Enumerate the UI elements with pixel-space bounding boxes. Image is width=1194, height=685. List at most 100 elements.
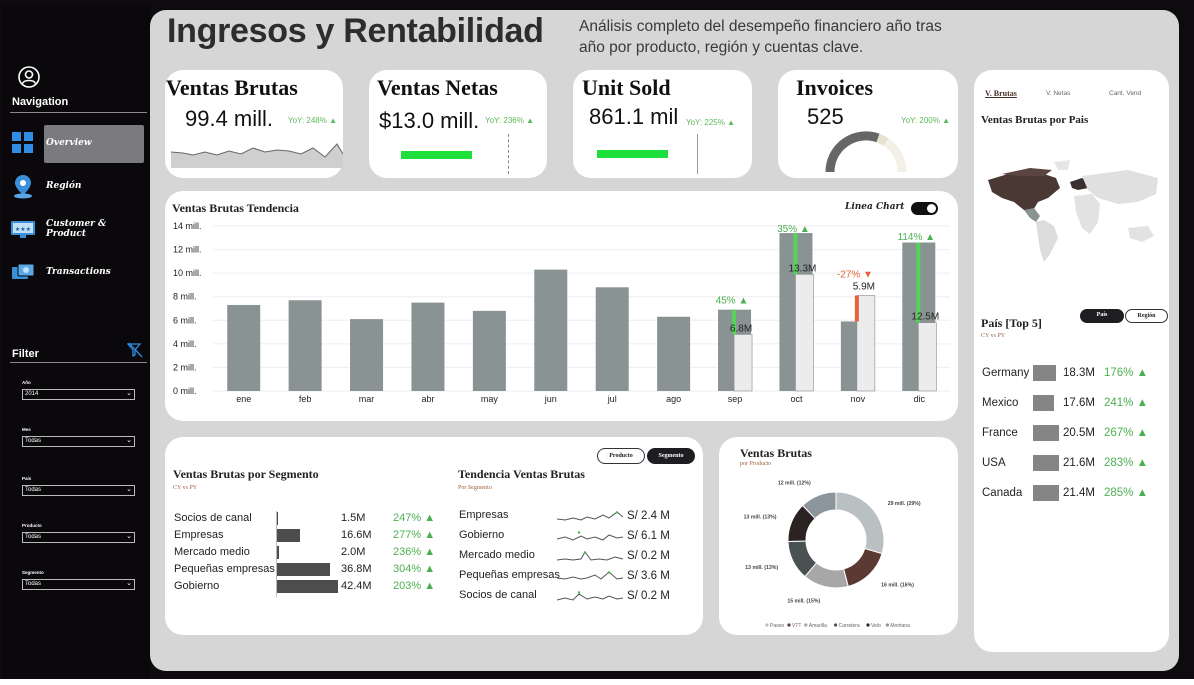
- map-land: [988, 160, 1158, 262]
- seg-trend-value: S/ 3.6 M: [627, 570, 670, 582]
- filter-select-month[interactable]: Todas ⌄: [22, 436, 135, 447]
- bar-py[interactable]: [917, 322, 937, 392]
- bar-py[interactable]: [733, 334, 753, 392]
- legend-label: Velo: [871, 623, 881, 629]
- sparkline: [557, 531, 624, 541]
- sparkline: [557, 571, 624, 580]
- filter-select-country[interactable]: Todas ⌄: [22, 485, 135, 496]
- filter-select-segment[interactable]: Todas ⌄: [22, 579, 135, 590]
- filter-title: Filter: [12, 348, 39, 360]
- segment-name: Socios de canal: [174, 512, 252, 524]
- main-canvas: Ingresos y Rentabilidad Análisis complet…: [150, 10, 1179, 671]
- user-avatar-icon[interactable]: [18, 66, 40, 88]
- nav-item-region[interactable]: Región: [8, 168, 144, 204]
- kpi-title: Ventas Brutas: [166, 75, 298, 100]
- yoy-label: 45% ▲: [716, 296, 749, 307]
- country-name: France: [982, 427, 1018, 439]
- clear-filter-icon[interactable]: [127, 342, 143, 358]
- divider: [10, 362, 147, 363]
- bar-py[interactable]: [795, 274, 814, 392]
- tab-v-brutas[interactable]: V. Brutas: [985, 89, 1017, 98]
- kpi-card-invoices[interactable]: Invoices 525 YoY: 200% ▲: [778, 70, 958, 178]
- toggle-region[interactable]: Región: [1125, 309, 1168, 323]
- segment-value: 2.0M: [341, 546, 366, 558]
- bar-cy[interactable]: [411, 302, 445, 391]
- segment-yoy: 203% ▲: [393, 580, 436, 592]
- y-tick-label: 2 mill.: [173, 362, 197, 372]
- bar-cy[interactable]: [227, 304, 261, 391]
- nav-item-transactions[interactable]: Transactions: [8, 254, 144, 290]
- country-name: USA: [982, 457, 1006, 469]
- nav-item-customer-product[interactable]: ★★★ Customer & Product: [8, 211, 144, 247]
- sidebar: Navigation Overview Región ★★★ Customer …: [2, 4, 150, 680]
- axis-line: [276, 511, 277, 597]
- bar-py[interactable]: [856, 295, 876, 392]
- x-tick-label: feb: [299, 394, 312, 404]
- kpi-title: Ventas Netas: [377, 75, 498, 100]
- segment-name: Mercado medio: [174, 546, 250, 558]
- donut-slice[interactable]: [842, 547, 883, 588]
- data-label: 5.9M: [853, 282, 875, 293]
- sparkline: [557, 551, 624, 561]
- kpi-gauge: [825, 131, 907, 173]
- kpi-yoy: YoY: 248% ▲: [288, 116, 337, 125]
- kpi-target-line: [697, 134, 698, 174]
- bar-cy[interactable]: [350, 319, 384, 391]
- donut-chart: 29 mill. (29%) 16 mill. (16%) 15 mill. (15…: [744, 481, 921, 629]
- seg-trend-name: Pequeñas empresas: [459, 569, 560, 581]
- nav-label: Customer & Product: [46, 219, 107, 239]
- seg-trend-name: Mercado medio: [459, 549, 535, 561]
- kpi-card-units-sold[interactable]: Unit Sold 861.1 mil YoY: 225% ▲: [573, 70, 752, 178]
- segment-bar: [276, 563, 330, 576]
- legend-marker: [765, 623, 769, 627]
- filter-label-country: País: [22, 476, 32, 481]
- filter-select-year[interactable]: 2014 ⌄: [22, 389, 135, 400]
- country-bar: [1033, 455, 1059, 471]
- active-highlight: [44, 125, 144, 163]
- transactions-icon: [10, 259, 36, 285]
- line-chart-toggle[interactable]: [911, 202, 938, 215]
- chevron-down-icon: ⌄: [126, 390, 132, 397]
- bar-cy[interactable]: [288, 300, 322, 391]
- toggle-knob: [927, 204, 936, 213]
- seg-trend-value: S/ 2.4 M: [627, 510, 670, 522]
- tab-segmento[interactable]: Segmento: [647, 448, 695, 464]
- tab-v-netas[interactable]: V. Netas: [1046, 90, 1071, 97]
- bar-cy[interactable]: [534, 269, 568, 391]
- donut-slice[interactable]: [835, 491, 885, 555]
- kpi-card-gross-sales[interactable]: Ventas Brutas 99.4 mill. YoY: 248% ▲: [165, 70, 343, 178]
- x-tick-label: ene: [236, 394, 251, 404]
- x-tick-label: ago: [666, 394, 681, 404]
- chart-title: Ventas Brutas Tendencia: [172, 201, 299, 215]
- chevron-down-icon: ⌄: [126, 533, 132, 540]
- segment-value: 42.4M: [341, 580, 372, 592]
- kpi-card-net-sales[interactable]: Ventas Netas $13.0 mill. YoY: 236% ▲: [369, 70, 547, 178]
- tab-producto[interactable]: Producto: [597, 448, 645, 464]
- world-map[interactable]: [978, 158, 1164, 270]
- country-name: Germany: [982, 367, 1030, 379]
- toggle-label: Linea Chart: [845, 202, 905, 212]
- legend-label: Carretera: [839, 623, 860, 629]
- segment-value: 16.6M: [341, 529, 372, 541]
- segment-name: Pequeñas empresas: [174, 563, 275, 575]
- segment-name: Empresas: [174, 529, 224, 541]
- legend-label: VTT: [792, 623, 801, 629]
- country-yoy: 267% ▲: [1104, 427, 1148, 439]
- segment-subtitle: CY vs PY: [173, 485, 198, 491]
- nav-item-overview[interactable]: Overview: [8, 125, 144, 163]
- legend-label: Paseo: [770, 623, 784, 629]
- filter-select-product[interactable]: Todas ⌄: [22, 532, 135, 543]
- segment-card: Ventas Brutas por Segmento CY vs PY Tend…: [165, 437, 703, 635]
- toggle-pais[interactable]: País: [1080, 309, 1124, 323]
- donut-slice[interactable]: [801, 491, 837, 520]
- nav-label: Transactions: [46, 267, 111, 277]
- slice-label: 12 mill. (12%): [778, 481, 811, 487]
- chevron-down-icon: ⌄: [126, 486, 132, 493]
- tab-cant-vend[interactable]: Cant. Vend: [1109, 90, 1142, 97]
- sparkline: [557, 511, 624, 521]
- slice-label: 13 mill. (13%): [745, 565, 778, 571]
- bar-cy[interactable]: [472, 310, 506, 391]
- bar-cy[interactable]: [657, 316, 691, 391]
- country-panel: V. Brutas V. Netas Cant. Vend Ventas Bru…: [974, 70, 1169, 652]
- bar-cy[interactable]: [595, 287, 629, 391]
